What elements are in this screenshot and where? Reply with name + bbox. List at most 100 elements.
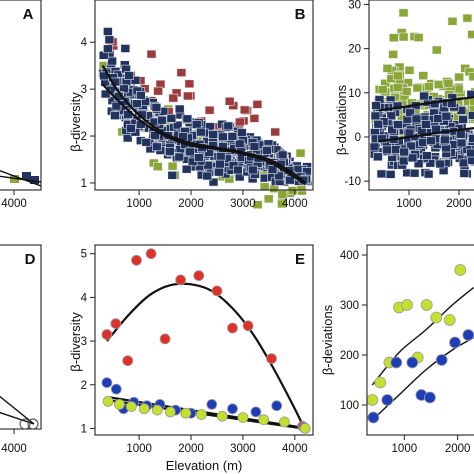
- data-point: [138, 403, 150, 415]
- data-point: [279, 416, 290, 428]
- data-point: [110, 318, 122, 330]
- y-tick-label: 4: [81, 292, 88, 304]
- fit-line: [101, 83, 306, 186]
- panel-c-points: [369, 8, 474, 179]
- data-point: [382, 64, 393, 73]
- data-point: [206, 398, 218, 410]
- panel-c-frame: [368, 0, 474, 191]
- panel-a-xtick-label: 4000: [1, 198, 27, 210]
- panel-e-xlabel: Elevation (m): [166, 458, 243, 473]
- data-point: [295, 148, 306, 158]
- data-point: [466, 156, 474, 165]
- panel-b-frame: [94, 0, 314, 191]
- data-point: [183, 91, 193, 101]
- data-point: [111, 101, 122, 111]
- data-point: [248, 165, 258, 175]
- data-point: [208, 177, 219, 187]
- data-point: [258, 414, 270, 426]
- data-point: [185, 147, 195, 157]
- y-tick-label: 100: [340, 400, 359, 412]
- data-point: [392, 101, 403, 111]
- panel-e-points: [101, 248, 311, 434]
- panel-a-frame: [0, 0, 42, 191]
- panel-a-fit-line: [0, 175, 42, 183]
- data-point: [413, 33, 424, 42]
- panel-b-points: [98, 27, 313, 209]
- data-point: [435, 354, 448, 366]
- data-point: [420, 299, 433, 311]
- data-point: [426, 136, 436, 146]
- data-point: [214, 167, 224, 177]
- x-tick-label: 2000: [446, 198, 472, 210]
- data-point: [184, 79, 195, 89]
- data-point: [215, 159, 225, 169]
- data-point: [145, 248, 157, 260]
- data-point: [369, 142, 380, 152]
- data-point: [388, 33, 399, 43]
- data-point: [176, 68, 187, 77]
- data-point: [122, 355, 134, 367]
- data-point: [372, 152, 383, 162]
- y-tick-label: 5: [81, 249, 87, 261]
- data-point: [159, 333, 171, 345]
- data-point: [373, 119, 384, 129]
- data-point: [277, 199, 287, 209]
- data-point: [469, 97, 474, 106]
- data-point: [458, 158, 469, 168]
- x-tick-label: 2000: [178, 198, 204, 210]
- x-tick-label: 2000: [445, 443, 471, 455]
- data-point: [164, 406, 176, 418]
- data-point: [462, 13, 473, 23]
- y-tick-label: 1: [81, 178, 87, 190]
- data-point: [421, 120, 431, 129]
- data-point: [107, 56, 117, 66]
- data-point: [175, 274, 187, 286]
- panel-d-fit-line: [0, 411, 35, 425]
- y-tick-label: 4: [81, 37, 88, 49]
- data-point: [103, 44, 113, 54]
- data-point: [401, 87, 412, 96]
- data-point: [419, 91, 429, 101]
- data-point: [431, 45, 442, 55]
- data-point: [101, 329, 113, 340]
- panel-f-axes: 1000 2000 100 200 300 400: [340, 250, 471, 455]
- data-point: [193, 270, 205, 282]
- data-point: [182, 114, 193, 124]
- data-point: [401, 299, 413, 311]
- data-point: [274, 171, 285, 181]
- data-point: [386, 111, 397, 121]
- y-tick-label: 0: [355, 132, 361, 144]
- data-point: [366, 394, 379, 406]
- data-point: [208, 130, 218, 139]
- data-point: [277, 150, 288, 160]
- data-point: [195, 409, 207, 420]
- data-point: [132, 99, 142, 108]
- data-point: [409, 168, 420, 178]
- data-point: [174, 152, 185, 162]
- data-point: [270, 127, 281, 137]
- data-point: [462, 329, 474, 341]
- panel-d-fit-line: [0, 395, 35, 425]
- panel-e-label: E: [295, 251, 305, 268]
- panel-b-label: B: [295, 6, 306, 23]
- data-point: [261, 146, 272, 155]
- data-point: [388, 50, 398, 59]
- data-point: [233, 165, 243, 175]
- panel-a-point: [30, 176, 39, 184]
- x-tick-label: 4000: [282, 198, 308, 210]
- y-tick-label: 3: [81, 336, 87, 348]
- data-point: [153, 86, 163, 96]
- data-point: [466, 148, 474, 158]
- panel-d-point: [27, 418, 39, 430]
- fit-line: [378, 96, 474, 112]
- data-point: [455, 130, 466, 139]
- data-point: [456, 138, 467, 148]
- data-point: [412, 83, 423, 93]
- data-point: [271, 400, 283, 412]
- data-point: [153, 162, 163, 171]
- data-point: [239, 105, 250, 115]
- panel-d-visible-marks: [0, 395, 39, 430]
- x-tick-label: 1000: [126, 198, 152, 210]
- data-point: [114, 398, 125, 410]
- data-point: [443, 78, 454, 88]
